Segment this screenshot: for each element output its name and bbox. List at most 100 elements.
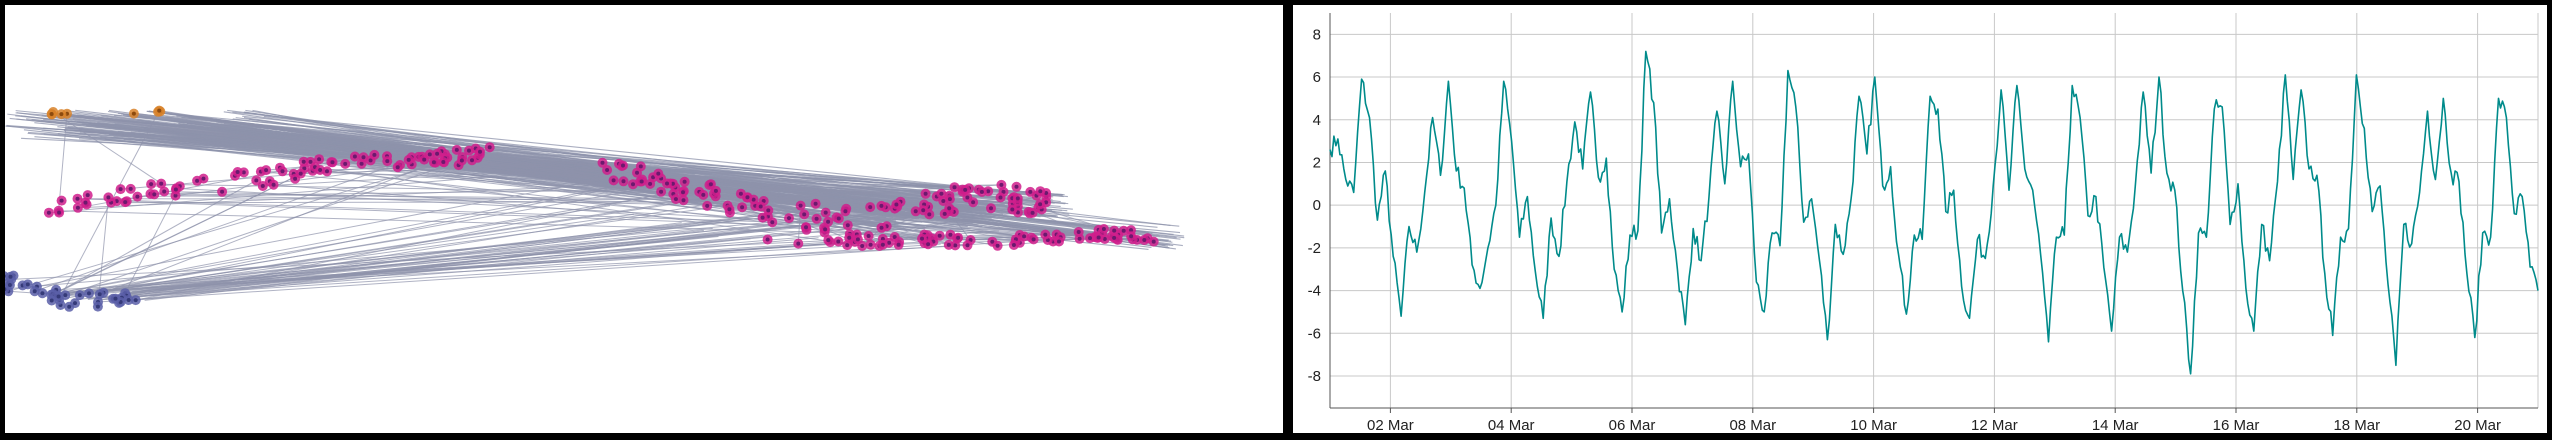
network-node-core [713,188,718,193]
network-node-core [1028,189,1033,194]
network-node-core [195,178,200,183]
network-node-core [798,203,803,208]
network-node-core [860,244,865,248]
network-node-core [937,233,942,238]
network-node-core [97,292,102,297]
network-edge [110,243,941,299]
network-node-core [201,176,206,181]
network-edge [61,113,1138,241]
network-node-core [1101,227,1106,231]
x-tick-label: 20 Mar [2454,417,2501,433]
network-node-core [46,210,51,215]
network-node-core [85,193,90,198]
network-node-core [318,168,323,172]
network-node-core [656,171,661,176]
network-node-core [49,298,54,303]
y-tick-label: 4 [1313,112,1321,129]
y-tick-label: -6 [1308,325,1321,342]
network-node-core [406,157,411,162]
x-tick-label: 06 Mar [1609,417,1656,433]
network-node-core [149,182,154,187]
network-edge [108,127,701,184]
network-node-core [947,206,952,211]
network-node-core [1030,210,1035,215]
network-node-core [986,189,991,194]
network-node-core [802,212,807,217]
network-node-core [682,179,687,184]
network-node-core [998,195,1003,200]
network-node-core [73,301,77,306]
network-node-core [868,205,873,210]
network-node-core [631,182,635,187]
network-edge [232,111,1064,198]
network-node-core [740,205,745,210]
line-chart: 8 6 4 2 0 -2 -4 -6 -8 02 Mar 04 Mar 06 Mar 08 Mar 10 … [1308,13,2539,433]
chart-axes: 8 6 4 2 0 -2 -4 -6 -8 02 Mar 04 Mar 06 Mar 08 Mar 10 … [1308,13,2538,433]
network-node-core [760,215,765,220]
network-node-core [133,298,138,303]
network-node-core [836,239,841,244]
network-node-core [57,210,62,215]
network-node-core [118,187,123,192]
network-graph [5,105,1185,312]
network-node-core [963,187,968,192]
network-node-core [855,237,860,242]
network-node-core [705,203,710,208]
network-node-core [1044,200,1049,205]
network-node-core [368,158,373,163]
network-node-core [989,206,993,211]
network-node-core [487,145,492,150]
network-node-core [701,192,706,197]
network-node-core [75,205,80,210]
network-node-core [162,189,167,194]
network-edge [59,177,662,301]
y-tick-label: -4 [1308,283,1321,300]
x-tick-label: 18 Mar [2333,417,2380,433]
network-node-core [892,235,897,239]
network-node-core [826,219,831,224]
network-node-core [665,181,669,186]
network-node-core [157,108,162,113]
network-node-core [814,216,819,221]
network-edge [471,159,974,203]
network-node-core [999,182,1004,187]
network-node-core [847,235,852,240]
network-node-core [826,238,831,243]
network-node-core [813,201,818,206]
line-chart-panel: 8 6 4 2 0 -2 -4 -6 -8 02 Mar 04 Mar 06 Mar 08 Mar 10 … [1293,5,2547,433]
network-node-core [454,147,459,152]
x-tick-label: 14 Mar [2092,417,2139,433]
network-node-core [648,181,653,186]
network-node-core [953,243,958,248]
network-edge [120,161,434,190]
network-node-core [681,190,685,195]
network-node-core [979,189,984,194]
network-node-core [8,274,13,279]
network-node-core [673,197,678,202]
network-node-core [441,160,446,164]
network-edge [34,159,409,292]
network-node-core [796,241,801,246]
network-node-core [325,169,329,174]
network-node-core [766,208,771,213]
network-node-core [942,211,947,216]
network-edge [479,151,901,203]
network-edge [444,157,1124,232]
network-node-core [56,294,61,299]
network-node-core [845,223,850,228]
network-node-core [422,157,427,162]
network-node-core [431,160,436,165]
network-node-core [605,168,610,172]
network-node-core [264,168,269,173]
network-node-core [131,111,136,116]
network-node-core [738,191,743,196]
network-node-core [271,182,276,187]
network-node-core [152,192,157,197]
network-nodes [5,105,1159,312]
network-node-core [639,179,644,184]
network-node-core [459,158,464,163]
network-edge [456,149,1001,199]
x-tick-label: 12 Mar [1971,417,2018,433]
network-node-core [1142,238,1147,242]
network-node-core [1043,232,1048,237]
